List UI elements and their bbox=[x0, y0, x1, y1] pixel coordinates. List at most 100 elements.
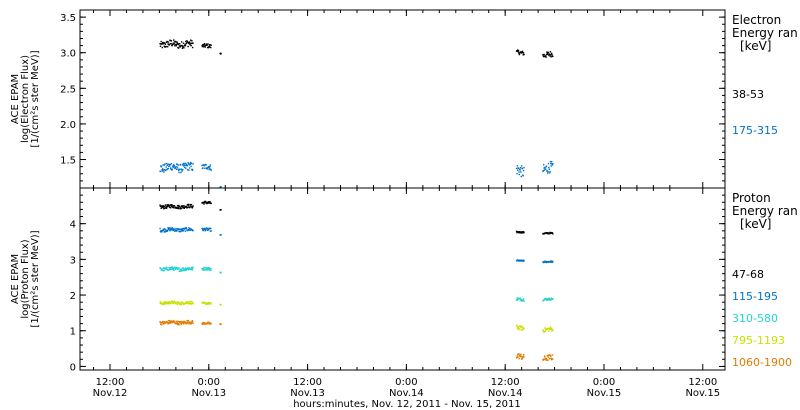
data-point bbox=[177, 228, 180, 230]
data-point bbox=[169, 227, 172, 229]
data-point bbox=[167, 167, 170, 170]
data-point bbox=[173, 269, 175, 272]
data-point bbox=[163, 42, 166, 44]
data-point bbox=[203, 322, 206, 324]
data-point bbox=[519, 298, 522, 300]
data-point bbox=[548, 357, 551, 360]
x-tick-label: 0:00 bbox=[395, 377, 417, 388]
data-point bbox=[182, 42, 185, 44]
data-point bbox=[159, 322, 162, 324]
legend-title: Electron Energy ran [keV] bbox=[732, 14, 798, 53]
data-point bbox=[192, 266, 194, 269]
data-point bbox=[165, 45, 167, 48]
data-point bbox=[176, 268, 179, 270]
data-point bbox=[162, 321, 164, 323]
legend-title-line: Energy ran bbox=[732, 204, 798, 218]
data-point bbox=[206, 168, 208, 170]
data-point bbox=[544, 356, 546, 358]
data-point bbox=[171, 266, 173, 268]
data-point bbox=[202, 44, 204, 46]
data-point bbox=[550, 355, 552, 358]
y-tick-label: 3 bbox=[70, 255, 76, 266]
data-point bbox=[204, 46, 206, 48]
data-point bbox=[187, 320, 189, 322]
data-point bbox=[522, 299, 524, 302]
data-point bbox=[547, 330, 550, 332]
x-tick-date: Nov.15 bbox=[685, 388, 720, 399]
data-point bbox=[517, 49, 519, 51]
data-point bbox=[520, 355, 522, 358]
data-point bbox=[160, 205, 162, 208]
data-point bbox=[548, 54, 550, 56]
data-point bbox=[162, 169, 165, 171]
data-point bbox=[184, 303, 186, 305]
data-point bbox=[164, 46, 166, 48]
data-point bbox=[550, 52, 553, 55]
legend-title-line: Electron bbox=[732, 13, 782, 27]
data-point bbox=[171, 168, 173, 170]
data-point bbox=[191, 206, 194, 208]
data-point bbox=[205, 228, 207, 231]
data-point bbox=[164, 301, 167, 303]
y-tick-label: 4 bbox=[70, 220, 76, 231]
data-point bbox=[189, 321, 191, 323]
data-point bbox=[181, 164, 184, 166]
data-point bbox=[548, 297, 550, 299]
data-point bbox=[188, 301, 190, 304]
data-point bbox=[202, 302, 205, 304]
data-point bbox=[164, 231, 166, 233]
data-point bbox=[184, 45, 187, 47]
data-point bbox=[208, 228, 210, 231]
data-point bbox=[181, 267, 184, 269]
data-point bbox=[170, 40, 173, 42]
data-point bbox=[519, 169, 521, 171]
data-point bbox=[191, 40, 193, 42]
data-point bbox=[160, 231, 162, 233]
data-point bbox=[176, 303, 178, 306]
data-point bbox=[543, 355, 546, 357]
data-point bbox=[543, 330, 546, 333]
data-point bbox=[522, 232, 524, 234]
data-point bbox=[183, 268, 186, 271]
data-point bbox=[179, 268, 182, 271]
data-point bbox=[552, 163, 554, 165]
data-point bbox=[208, 321, 210, 324]
data-point bbox=[171, 321, 174, 323]
data-point bbox=[178, 321, 181, 323]
data-point bbox=[545, 328, 547, 331]
data-point bbox=[203, 43, 205, 46]
data-point bbox=[203, 227, 205, 230]
data-point bbox=[542, 169, 545, 172]
data-point bbox=[205, 201, 208, 204]
data-point bbox=[165, 162, 168, 165]
data-point bbox=[173, 266, 176, 268]
data-point bbox=[543, 331, 545, 333]
data-point bbox=[178, 207, 180, 210]
data-point bbox=[543, 299, 545, 302]
data-point bbox=[522, 54, 524, 56]
data-point bbox=[171, 204, 173, 207]
data-point bbox=[550, 328, 552, 330]
data-point bbox=[515, 299, 518, 301]
y-tick-label: 3.0 bbox=[60, 49, 76, 60]
data-point bbox=[208, 167, 211, 169]
data-point bbox=[181, 302, 183, 304]
data-point bbox=[167, 302, 170, 305]
data-point bbox=[207, 301, 210, 304]
data-point bbox=[521, 325, 523, 328]
data-point bbox=[542, 329, 545, 331]
data-point bbox=[180, 270, 182, 272]
data-point bbox=[190, 162, 193, 165]
data-point bbox=[173, 165, 176, 167]
y-tick-label: 1.5 bbox=[60, 156, 76, 167]
data-point bbox=[518, 231, 520, 234]
data-point bbox=[163, 322, 165, 325]
data-point bbox=[176, 204, 179, 207]
data-point bbox=[168, 206, 171, 208]
data-point bbox=[177, 302, 180, 305]
data-point bbox=[180, 171, 182, 174]
data-point bbox=[182, 322, 184, 324]
data-point bbox=[519, 354, 521, 357]
data-point bbox=[550, 56, 552, 58]
data-point bbox=[176, 163, 178, 165]
